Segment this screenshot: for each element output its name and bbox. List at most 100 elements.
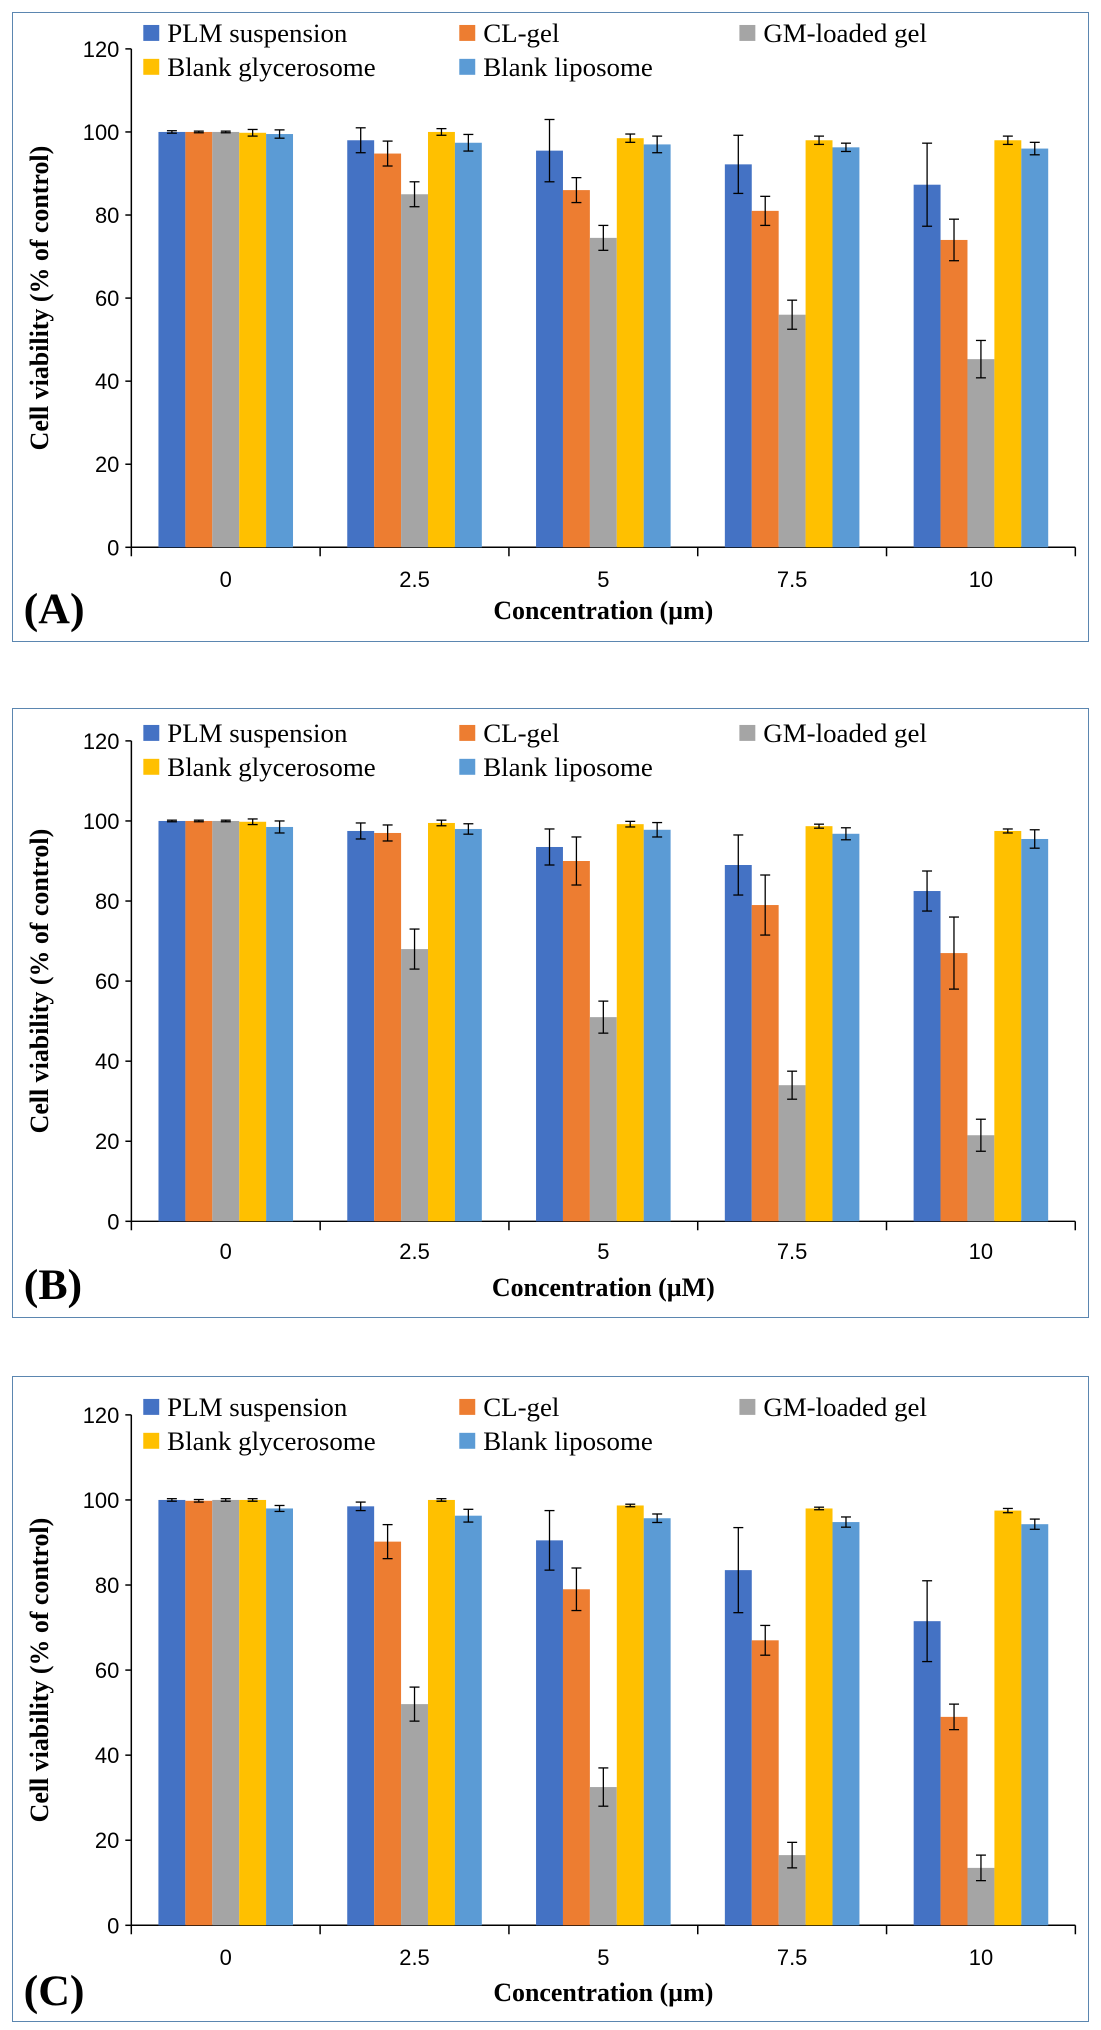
y-tick-label: 0	[107, 1913, 119, 1938]
bar	[724, 1570, 752, 1926]
y-tick-label: 40	[95, 369, 119, 394]
bar	[401, 949, 429, 1222]
bar	[751, 905, 779, 1222]
x-tick-label: 7.5	[777, 1945, 807, 1970]
bar	[643, 829, 671, 1222]
chart-panel-c: 0 20 40 60 80 100 120 0 2.5 5 7.5 10 PLM suspension C…	[12, 1376, 1089, 2022]
bar	[562, 861, 590, 1222]
legend-swatch	[143, 1398, 160, 1415]
bar	[158, 131, 186, 548]
bar	[616, 1505, 644, 1926]
legend-label: GM-loaded gel	[763, 718, 927, 748]
legend-swatch	[739, 24, 756, 41]
bar	[994, 1510, 1022, 1926]
x-tick-label: 10	[969, 567, 993, 592]
y-tick-label: 120	[83, 37, 120, 62]
panel-label: (A)	[24, 585, 85, 633]
x-tick-label: 2.5	[399, 1239, 429, 1264]
chart-panel-a: 0 20 40 60 80 100 120 0 2.5 5 7.5 10 PLM suspension C…	[12, 12, 1089, 642]
legend-swatch	[459, 758, 476, 775]
y-axis-title: Cell viability (% of control)	[25, 1518, 54, 1823]
y-tick-label: 20	[95, 452, 119, 477]
bar	[1021, 838, 1049, 1222]
legend-swatch	[143, 58, 160, 75]
bar	[536, 1540, 563, 1926]
legend-label: PLM suspension	[167, 1392, 348, 1422]
legend-swatch	[459, 24, 476, 41]
bar	[940, 1716, 968, 1926]
y-tick-label: 20	[95, 1828, 119, 1853]
chart-panel-b: 0 20 40 60 80 100 120 0 2.5 5 7.5 10 PLM suspension C…	[12, 708, 1089, 1318]
legend-label: GM-loaded gel	[763, 1392, 927, 1422]
bar	[454, 828, 482, 1222]
bar	[643, 1518, 671, 1926]
bar	[266, 1508, 293, 1926]
bar	[562, 190, 590, 548]
bar	[374, 153, 402, 548]
bar	[185, 820, 213, 1222]
legend-label: PLM suspension	[167, 718, 348, 748]
bar	[913, 1621, 941, 1926]
legend-swatch	[739, 724, 756, 741]
x-tick-label: 0	[220, 567, 232, 592]
bar	[724, 164, 752, 548]
bar	[266, 134, 294, 548]
legend-label: CL-gel	[483, 718, 559, 748]
bar	[967, 359, 995, 548]
bar	[266, 826, 294, 1222]
bar	[913, 891, 941, 1222]
y-tick-label: 40	[95, 1743, 119, 1768]
legend-swatch	[143, 724, 160, 741]
bar	[374, 832, 402, 1222]
x-tick-label: 7.5	[777, 567, 807, 592]
bar	[212, 820, 240, 1222]
bar	[347, 140, 375, 548]
bar	[1021, 1524, 1049, 1926]
bar	[428, 822, 455, 1222]
bar	[185, 1500, 213, 1926]
y-axis-title: Cell viability (% of control)	[25, 146, 54, 451]
panel-label: (B)	[24, 1261, 82, 1309]
y-tick-label: 80	[95, 889, 119, 914]
bar	[994, 140, 1022, 548]
y-tick-label: 100	[83, 809, 120, 834]
bar	[427, 1499, 455, 1926]
y-tick-label: 0	[107, 1209, 119, 1234]
bar	[536, 150, 563, 548]
legend-swatch	[143, 758, 160, 775]
bar	[832, 147, 860, 548]
legend-swatch	[459, 724, 476, 741]
x-tick-label: 10	[969, 1239, 993, 1264]
y-tick-label: 60	[95, 1658, 119, 1683]
bar	[454, 142, 482, 548]
x-tick-label: 5	[597, 567, 609, 592]
bar	[347, 1506, 375, 1926]
y-tick-label: 80	[95, 1573, 119, 1598]
bar	[374, 1541, 402, 1926]
x-tick-label: 10	[969, 1945, 993, 1970]
legend-swatch	[143, 24, 160, 41]
bar	[751, 1640, 779, 1926]
legend-swatch	[459, 58, 476, 75]
y-tick-label: 0	[107, 535, 119, 560]
x-tick-label: 0	[220, 1945, 232, 1970]
bar	[536, 846, 563, 1222]
y-tick-label: 80	[95, 203, 119, 228]
bar	[805, 140, 833, 548]
bar	[805, 1508, 833, 1926]
chart-c: 0 20 40 60 80 100 120 0 2.5 5 7.5 10 PLM suspension C…	[24, 1392, 1077, 2015]
x-tick-label: 2.5	[399, 1945, 429, 1970]
y-tick-label: 120	[83, 729, 120, 754]
bar	[805, 826, 833, 1222]
bar	[239, 132, 267, 548]
bar	[940, 239, 968, 548]
y-tick-label: 100	[83, 1488, 120, 1513]
bar	[239, 1499, 267, 1926]
bar	[778, 1085, 806, 1222]
x-tick-label: 2.5	[399, 567, 429, 592]
legend-label: Blank liposome	[483, 52, 653, 82]
legend-swatch	[143, 1432, 160, 1449]
y-tick-label: 100	[83, 120, 120, 145]
legend-label: Blank glycerosome	[167, 1426, 376, 1456]
y-tick-label: 40	[95, 1049, 119, 1074]
